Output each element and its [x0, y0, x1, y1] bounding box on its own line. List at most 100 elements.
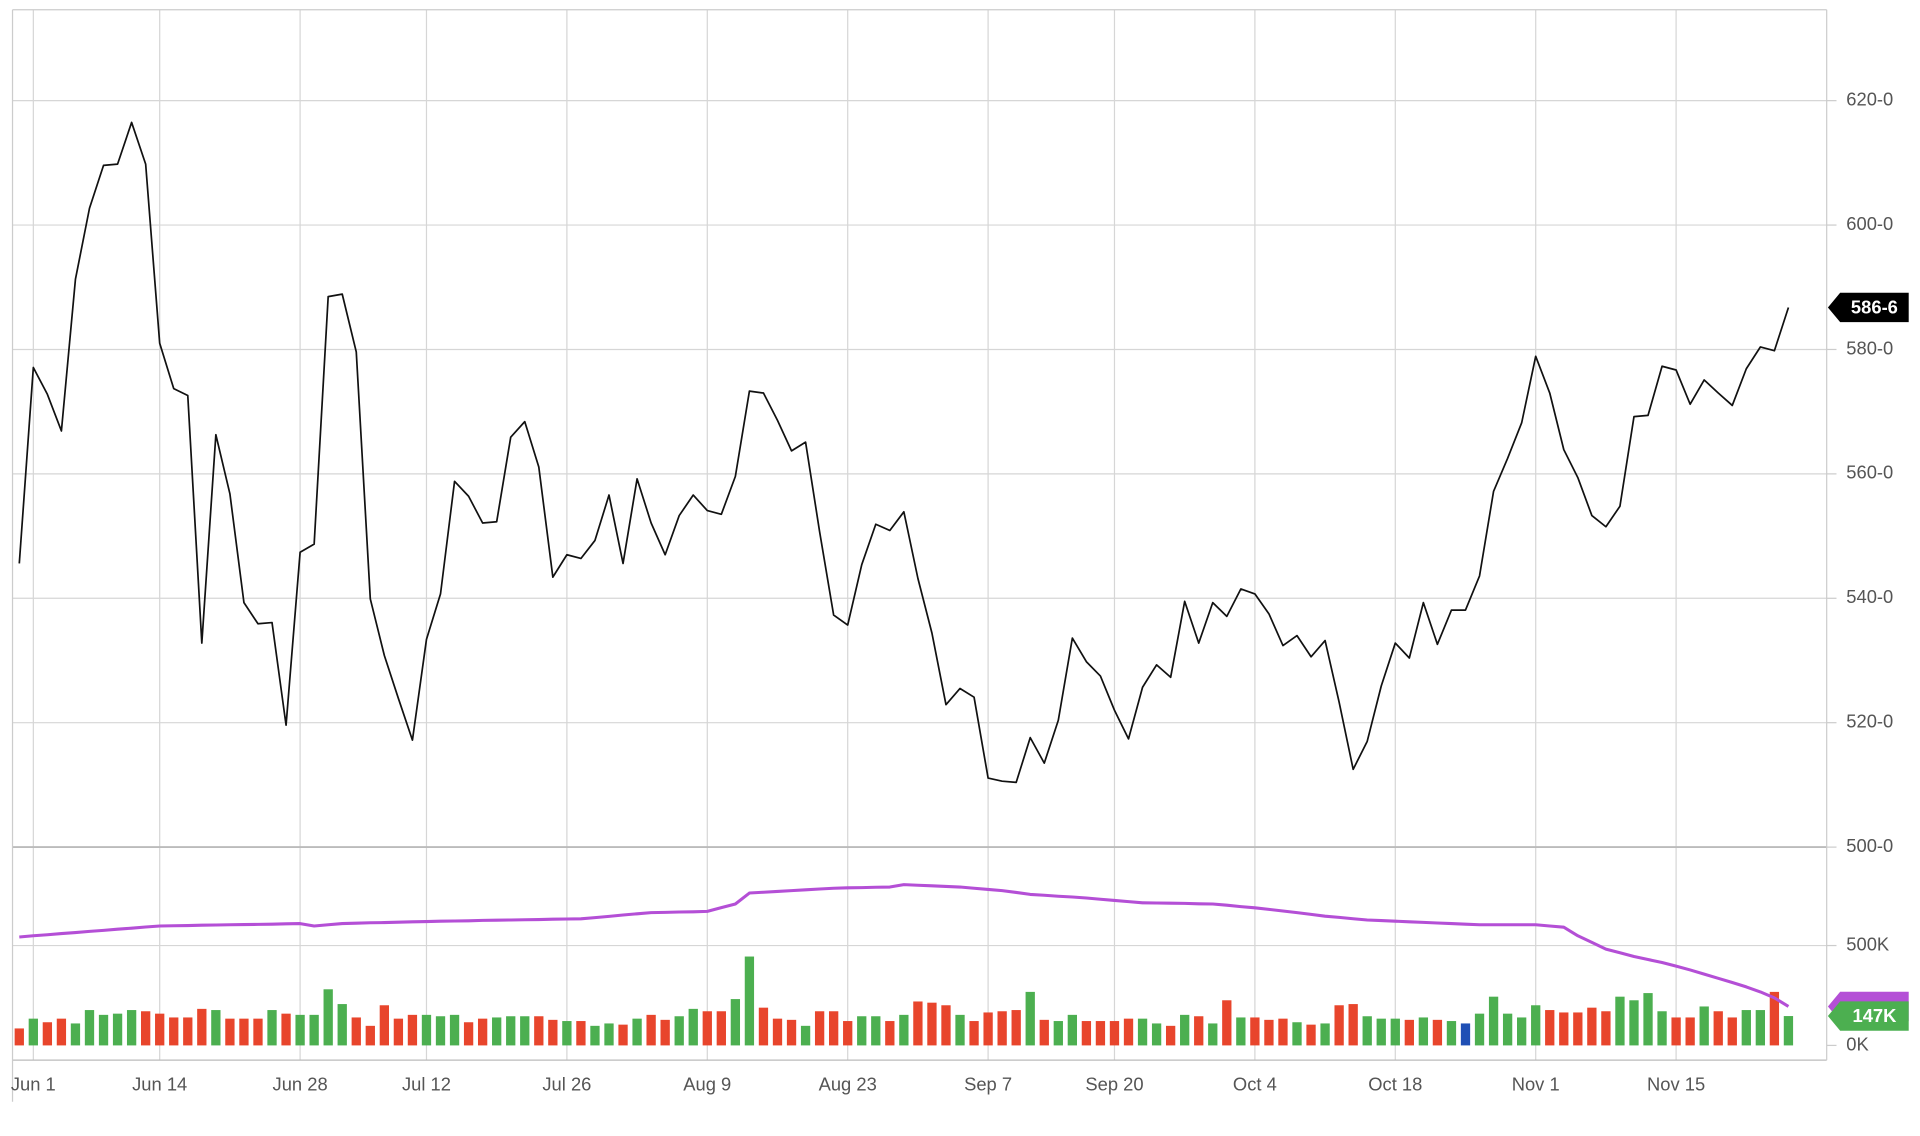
- volume-bar: [857, 1016, 867, 1046]
- volume-bar: [1685, 1017, 1695, 1046]
- volume-bar: [1067, 1014, 1078, 1046]
- volume-bar: [1236, 1017, 1246, 1046]
- volume-bar: [913, 1001, 923, 1046]
- volume-bar: [1264, 1019, 1274, 1046]
- volume-bar: [1222, 1000, 1232, 1046]
- volume-bar: [1657, 1011, 1667, 1046]
- volume-bar: [1404, 1019, 1414, 1046]
- volume-bar: [379, 1005, 390, 1046]
- volume-bar: [1573, 1012, 1583, 1046]
- volume-bar: [351, 1017, 361, 1046]
- volume-bar: [800, 1025, 811, 1046]
- volume-bar: [1517, 1017, 1527, 1046]
- volume-bar: [1446, 1021, 1457, 1046]
- volume-bar: [1278, 1018, 1288, 1046]
- volume-bar: [126, 1010, 137, 1046]
- volume-bar: [576, 1021, 586, 1046]
- volume-bar: [477, 1018, 488, 1046]
- x-tick-label: Jul 12: [402, 1074, 451, 1095]
- volume-bar: [1699, 1006, 1709, 1046]
- volume-bar: [1502, 1013, 1513, 1046]
- y2-tick-label: 500K: [1846, 933, 1890, 954]
- volume-bar: [1629, 1000, 1639, 1046]
- volume-bar: [786, 1019, 797, 1046]
- x-tick-label: Oct 18: [1368, 1074, 1422, 1095]
- volume-bar: [941, 1005, 951, 1046]
- volume-bar: [463, 1022, 474, 1046]
- volume-bar: [871, 1016, 881, 1046]
- volume-bar: [1376, 1018, 1386, 1046]
- volume-bar: [744, 956, 755, 1046]
- volume-bar: [534, 1016, 544, 1046]
- volume-bar: [309, 1014, 319, 1046]
- volume-bar: [1390, 1018, 1400, 1046]
- volume-bar: [281, 1013, 291, 1046]
- volume-bar: [1713, 1011, 1723, 1046]
- volume-bar: [56, 1018, 67, 1046]
- x-tick-label: Jun 1: [11, 1074, 56, 1095]
- volume-bar: [14, 1028, 24, 1046]
- volume-bar: [688, 1008, 698, 1046]
- last-value-badge: [1827, 1001, 1909, 1031]
- volume-bar: [1208, 1023, 1218, 1046]
- volume-bar: [927, 1002, 937, 1046]
- volume-bar: [225, 1018, 235, 1046]
- volume-bar: [590, 1025, 600, 1046]
- volume-bar: [1769, 991, 1780, 1046]
- volume-bar: [1180, 1014, 1190, 1046]
- volume-bar: [1362, 1016, 1372, 1046]
- volume-bar: [295, 1014, 305, 1046]
- volume-bar: [1292, 1022, 1302, 1046]
- volume-bar: [1123, 1018, 1134, 1046]
- volume-bar: [1601, 1011, 1611, 1046]
- volume-bar: [1095, 1021, 1106, 1046]
- volume-bar: [1250, 1017, 1260, 1046]
- y-tick-label: 600-0: [1846, 213, 1893, 234]
- x-tick-label: Jun 14: [132, 1074, 187, 1095]
- volume-bar: [1109, 1021, 1120, 1046]
- volume-bar: [253, 1018, 263, 1046]
- volume-bar: [983, 1012, 993, 1046]
- y2-tick-label: 0K: [1846, 1033, 1869, 1054]
- x-tick-label: Aug 23: [819, 1074, 877, 1095]
- y-tick-label: 500-0: [1846, 835, 1893, 856]
- volume-bar: [969, 1021, 979, 1046]
- marks: [14, 121, 1794, 1046]
- x-tick-label: Jun 28: [273, 1074, 328, 1095]
- volume-bar: [632, 1018, 642, 1046]
- volume-bar: [1418, 1017, 1429, 1046]
- volume-bar: [239, 1018, 249, 1046]
- volume-bar: [997, 1011, 1007, 1046]
- volume-bar: [449, 1014, 460, 1046]
- volume-bar: [1137, 1018, 1148, 1046]
- volume-bar: [1053, 1021, 1063, 1046]
- volume-bar: [899, 1014, 909, 1046]
- volume-bar: [1025, 991, 1035, 1046]
- volume-bar: [772, 1018, 783, 1046]
- volume-bar: [1432, 1019, 1443, 1046]
- volume-bar: [646, 1014, 656, 1046]
- volume-bar: [365, 1025, 375, 1046]
- x-tick-label: Jul 26: [542, 1074, 591, 1095]
- volume-bar: [323, 989, 333, 1046]
- volume-bar: [1671, 1017, 1681, 1046]
- volume-bar: [141, 1011, 151, 1046]
- y-tick-label: 540-0: [1846, 586, 1893, 607]
- x-tick-label: Oct 4: [1233, 1074, 1277, 1095]
- volume-bar: [98, 1014, 109, 1046]
- volume-bar: [730, 999, 741, 1046]
- volume-bar: [407, 1014, 418, 1046]
- volume-bar: [183, 1017, 193, 1046]
- volume-bar: [1545, 1010, 1555, 1046]
- volume-bar: [1348, 1004, 1358, 1046]
- volume-bar: [758, 1007, 769, 1046]
- volume-bar: [393, 1018, 404, 1046]
- volume-bar: [1783, 1016, 1794, 1046]
- volume-bar: [169, 1017, 179, 1046]
- volume-bar: [1643, 993, 1653, 1046]
- volume-bar: [520, 1016, 530, 1046]
- volume-bar: [70, 1023, 81, 1046]
- x-tick-label: Sep 20: [1085, 1074, 1143, 1095]
